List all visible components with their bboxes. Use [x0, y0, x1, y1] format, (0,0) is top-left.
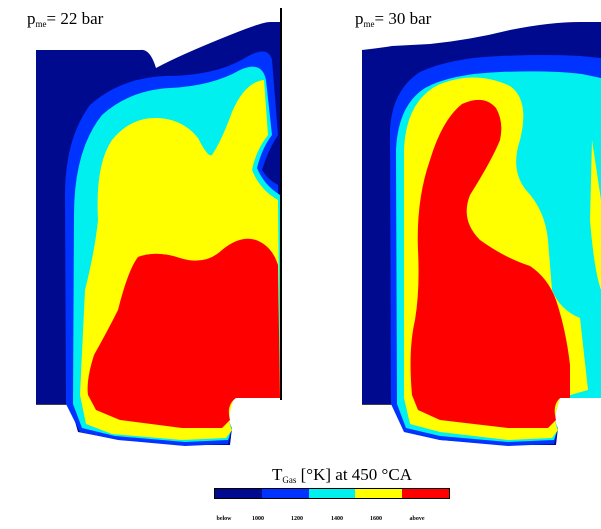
- colorbar-segment-1200-1400: [308, 489, 356, 498]
- colorbar-segment-1000-1200: [261, 489, 309, 498]
- colorbar-segment-above-1600: [402, 489, 449, 498]
- colorbar-segment-1400-1600: [355, 489, 403, 498]
- temperature-symbol: T: [272, 465, 283, 484]
- zone-above-1600: [87, 238, 280, 428]
- colorbar-tick-1600: 1600: [370, 516, 382, 522]
- zone-above-1600: [410, 99, 570, 428]
- pressure-value: = 22 bar: [46, 9, 104, 28]
- pressure-subscript: me: [35, 19, 47, 29]
- legend-title: TGas [°K] at 450 °CA: [272, 466, 412, 485]
- colorbar-segment-below-1000: [215, 489, 262, 498]
- colorbar-tick-below: below: [216, 516, 232, 522]
- temperature-subscript: Gas: [282, 475, 297, 485]
- zone-1400-1600-edge: [590, 140, 601, 290]
- colorbar: [214, 488, 450, 499]
- temperature-field-22-bar: [36, 8, 282, 446]
- colorbar-tick-1200: 1200: [291, 516, 303, 522]
- zone-1200-1400-pocket: [542, 98, 575, 230]
- pressure-value: = 30 bar: [374, 9, 432, 28]
- colorbar-tick-1000: 1000: [252, 516, 264, 522]
- legend-title-text: [°K] at 450 °CA: [296, 465, 412, 484]
- pressure-symbol: p: [27, 9, 36, 28]
- panel-title-30-bar: pme= 30 bar: [355, 10, 431, 29]
- colorbar-tick-above: above: [409, 516, 425, 522]
- pressure-subscript: me: [363, 19, 375, 29]
- panel-title-22-bar: pme= 22 bar: [27, 10, 103, 29]
- pressure-symbol: p: [355, 9, 364, 28]
- colorbar-tick-1400: 1400: [331, 516, 343, 522]
- temperature-field-30-bar: [362, 22, 601, 446]
